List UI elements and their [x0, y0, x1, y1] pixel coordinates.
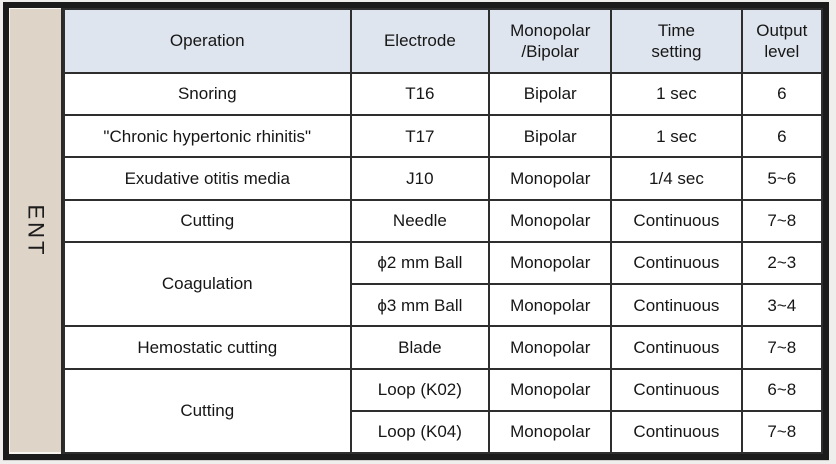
cell-time: 1/4 sec [610, 156, 743, 201]
settings-table: Operation Electrode Monopolar /Bipolar T… [63, 8, 824, 455]
cell-output: 7~8 [740, 325, 824, 370]
col-header-operation: Operation [63, 8, 352, 74]
cell-operation-merged: Coagulation [63, 240, 352, 328]
table-row: Hemostatic cutting Blade Monopolar Conti… [63, 325, 824, 370]
cell-time: Continuous [610, 283, 743, 328]
header-line: level [764, 42, 800, 61]
cell-operation: "Chronic hypertonic rhinitis" [63, 114, 352, 159]
table-row: ϕ3 mm Ball Monopolar Continuous 3~4 [64, 283, 824, 328]
table-row: Exudative otitis media J10 Monopolar 1/4… [63, 156, 824, 201]
cell-electrode: Needle [349, 198, 491, 243]
cell-time: Continuous [610, 367, 743, 412]
category-strip: ENT [9, 8, 63, 454]
header-line: Output [756, 20, 808, 40]
cell-output: 6 [740, 114, 824, 159]
cell-output: 6 [740, 71, 824, 117]
cell-electrode: T16 [349, 71, 491, 117]
cell-time: Continuous [610, 409, 743, 455]
header-line: Monopolar [510, 20, 591, 40]
cell-mode: Monopolar [488, 409, 613, 455]
table-row: Cutting Needle Monopolar Continuous 7~8 [63, 198, 824, 243]
cell-output: 7~8 [740, 409, 824, 455]
cell-mode: Bipolar [488, 71, 613, 117]
cell-time: 1 sec [610, 71, 743, 117]
cell-electrode: J10 [349, 156, 491, 201]
cell-operation-merged: Cutting [63, 367, 352, 455]
ent-settings-table: ENT Operation Electrode Monopolar /Bipol… [3, 2, 829, 460]
cell-operation: Cutting [63, 198, 352, 243]
cell-time: Continuous [610, 198, 743, 243]
cell-operation: Hemostatic cutting [63, 325, 352, 370]
header-line: /Bipolar [521, 42, 580, 61]
col-header-electrode: Electrode [349, 8, 491, 74]
cell-operation: Snoring [63, 71, 352, 117]
cell-output: 2~3 [740, 240, 824, 286]
col-header-output-level: Output level [740, 8, 824, 74]
col-header-mono-bipolar: Monopolar /Bipolar [488, 8, 613, 74]
col-header-time-setting: Time setting [610, 8, 743, 74]
cell-output: 7~8 [740, 198, 824, 243]
table-row: Cutting Loop (K02) Monopolar Continuous … [63, 367, 824, 455]
table-row: Snoring T16 Bipolar 1 sec 6 [63, 71, 824, 117]
cell-mode: Monopolar [488, 156, 613, 201]
cell-electrode: Loop (K02) [349, 367, 491, 412]
cell-mode: Monopolar [488, 325, 613, 370]
cell-output: 3~4 [740, 283, 824, 328]
cell-electrode: Blade [349, 325, 491, 370]
cell-output: 6~8 [740, 367, 824, 412]
cell-operation: Exudative otitis media [63, 156, 352, 201]
table-row: Loop (K04) Monopolar Continuous 7~8 [64, 409, 824, 455]
table-row: "Chronic hypertonic rhinitis" T17 Bipola… [63, 114, 824, 159]
cell-mode: Monopolar [488, 198, 613, 243]
cell-mode: Bipolar [488, 114, 613, 159]
cell-time: Continuous [610, 325, 743, 370]
cell-time: Continuous [610, 240, 743, 286]
cell-electrode: Loop (K04) [349, 409, 491, 455]
cell-electrode: T17 [349, 114, 491, 159]
cell-mode: Monopolar [488, 367, 613, 412]
cell-electrode: ϕ3 mm Ball [349, 283, 491, 328]
header-row: Operation Electrode Monopolar /Bipolar T… [63, 8, 824, 74]
header-line: setting [651, 42, 702, 61]
cell-output: 5~6 [740, 156, 824, 201]
cell-time: 1 sec [610, 114, 743, 159]
cell-mode: Monopolar [488, 240, 613, 286]
header-line: Time [657, 20, 696, 40]
cell-mode: Monopolar [488, 283, 613, 328]
cell-electrode: ϕ2 mm Ball [349, 240, 491, 286]
table-row: Coagulation ϕ2 mm Ball Monopolar Continu… [63, 240, 824, 328]
category-label: ENT [23, 204, 48, 258]
